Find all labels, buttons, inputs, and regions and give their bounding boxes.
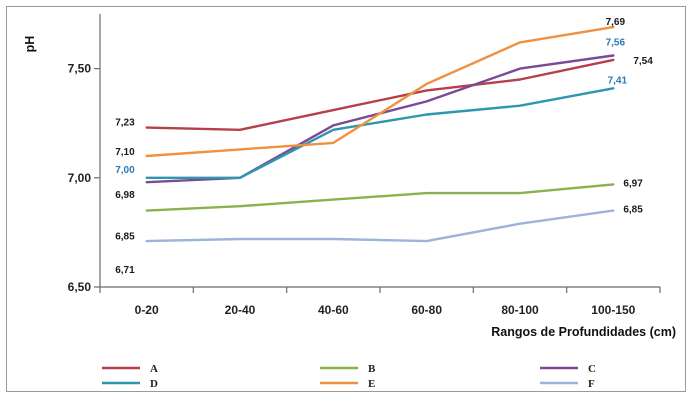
data-label: 7,56 <box>606 37 626 48</box>
legend-label-c: C <box>588 363 596 375</box>
data-label: 7,10 <box>115 147 135 158</box>
x-axis-title: Rangos de Profundidades (cm) <box>491 325 676 339</box>
y-tick-label: 7,00 <box>68 171 92 185</box>
legend: A B C D E F <box>102 363 596 390</box>
y-tick-label: 7,50 <box>68 62 92 76</box>
data-label: 6,71 <box>115 265 135 276</box>
data-label: 7,00 <box>115 165 135 176</box>
y-tick-label: 6,50 <box>68 280 92 294</box>
data-label: 7,41 <box>608 75 628 86</box>
x-tick-label: 20-40 <box>225 303 256 317</box>
series-line-a <box>145 58 615 132</box>
series-lines <box>145 25 615 243</box>
legend-label-a: A <box>150 363 158 375</box>
series-line-e <box>145 25 615 158</box>
series-line-d <box>145 87 615 180</box>
axes <box>99 14 660 288</box>
x-tick-label: 40-60 <box>318 303 349 317</box>
x-tick-label: 60-80 <box>411 303 442 317</box>
series-line-b <box>145 183 615 212</box>
data-label: 6,85 <box>115 232 135 243</box>
data-label: 6,98 <box>115 190 135 201</box>
data-label: 6,85 <box>623 205 643 216</box>
x-tick-label: 80-100 <box>501 303 539 317</box>
data-label: 6,97 <box>623 178 643 189</box>
data-labels: 7,23 7,10 7,00 6,98 6,85 6,71 7,69 7,56 7,54 7,41… <box>115 17 653 276</box>
legend-label-f: F <box>588 378 595 390</box>
x-ticks: 0-20 20-40 40-60 60-80 80-100 100-150 <box>99 287 661 317</box>
legend-label-d: D <box>150 378 158 390</box>
legend-label-b: B <box>368 363 376 375</box>
data-label: 7,69 <box>606 17 626 28</box>
y-ticks: 6,50 7,00 7,50 <box>68 62 100 294</box>
series-line-f <box>145 209 615 243</box>
y-axis-title: pH <box>23 36 37 53</box>
x-tick-label: 100-150 <box>591 303 635 317</box>
x-tick-label: 0-20 <box>135 303 159 317</box>
legend-label-e: E <box>368 378 375 390</box>
data-label: 7,23 <box>115 118 135 129</box>
data-label: 7,54 <box>633 56 653 67</box>
chart-frame <box>6 6 686 392</box>
